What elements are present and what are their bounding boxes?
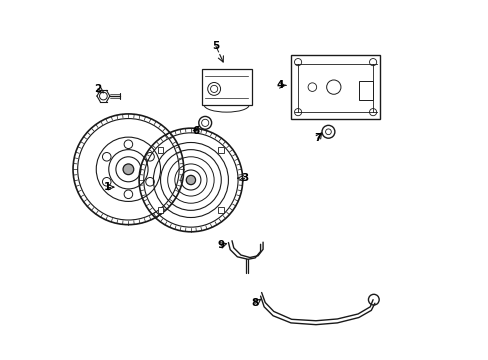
Circle shape (123, 164, 134, 175)
Bar (358, 81, 372, 100)
Bar (158, 147, 163, 153)
Text: 4: 4 (276, 80, 284, 90)
Text: 3: 3 (241, 173, 247, 183)
Text: 9: 9 (217, 240, 224, 250)
Bar (201, 69, 251, 105)
Text: 1: 1 (103, 182, 110, 192)
Bar (158, 207, 163, 213)
Text: 7: 7 (313, 133, 321, 143)
Bar (218, 147, 224, 153)
Bar (290, 55, 380, 119)
Text: 5: 5 (212, 41, 219, 51)
Bar (218, 207, 224, 213)
Text: 8: 8 (251, 298, 258, 308)
Text: 6: 6 (192, 126, 200, 136)
Text: 2: 2 (94, 84, 102, 94)
Circle shape (186, 175, 195, 185)
